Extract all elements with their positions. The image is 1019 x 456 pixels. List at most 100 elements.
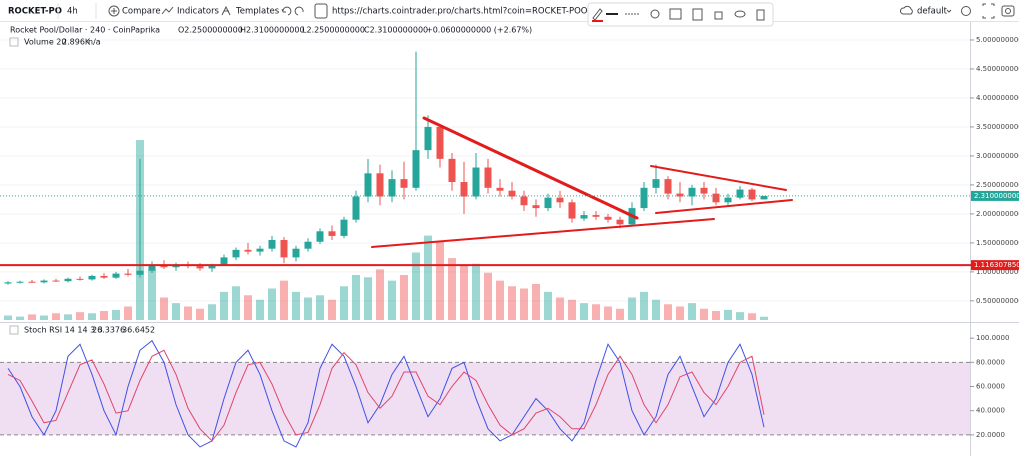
candle-body xyxy=(400,179,408,188)
volume-bar xyxy=(748,313,756,320)
candle-body xyxy=(688,187,696,197)
layout-name[interactable]: default xyxy=(917,7,948,17)
drawing-toolbar xyxy=(587,2,774,27)
stoch-name: Stoch RSI 14 14 3 3 xyxy=(24,326,103,335)
undo-button[interactable] xyxy=(281,6,292,16)
volume-bar xyxy=(148,269,156,320)
candle-body xyxy=(64,278,72,282)
candle-body xyxy=(676,193,684,197)
candle-body xyxy=(292,248,300,258)
candle-body xyxy=(280,239,288,258)
candle-body xyxy=(232,249,240,258)
cloud-icon[interactable] xyxy=(899,5,913,15)
visibility-button[interactable] xyxy=(669,8,682,20)
candle-body xyxy=(544,197,552,209)
settings-button[interactable] xyxy=(650,9,660,19)
candle-body xyxy=(472,167,480,197)
volume-bar xyxy=(40,315,48,320)
last-price-bg xyxy=(971,190,1019,201)
overlay: 1.1163078500 2.3100000000 xyxy=(0,190,1019,271)
volume-bar xyxy=(160,297,168,320)
indicators-button[interactable]: Indicators xyxy=(177,7,220,17)
series-title: Rocket Pool/Dollar · 240 · CoinPaprika xyxy=(10,26,160,35)
stoch-k-value: 26.3376 xyxy=(92,326,125,335)
templates-icon[interactable] xyxy=(221,5,231,16)
volume-bar xyxy=(88,313,96,320)
stoch-line xyxy=(7,339,765,448)
fullscreen-button[interactable] xyxy=(982,3,995,19)
delete-button[interactable] xyxy=(756,9,765,21)
top-toolbar: ROCKET-PO 4h Compare Indicators Template… xyxy=(0,3,1019,22)
last-price-label: 2.3100000000 xyxy=(974,192,1019,200)
layout-dropdown[interactable] xyxy=(946,9,952,13)
y-tick-label: 40.0000 xyxy=(976,407,1005,415)
volume-bar xyxy=(436,241,444,320)
candle-body xyxy=(556,197,564,203)
redo-button[interactable] xyxy=(294,6,304,16)
volume-bar xyxy=(268,288,276,320)
candle-body xyxy=(376,173,384,197)
candle-body xyxy=(40,280,48,283)
y-tick-label: 4.5000000000 xyxy=(976,65,1019,73)
candle-body xyxy=(616,219,624,225)
volume-ma: n/a xyxy=(88,38,101,47)
compare-icon[interactable] xyxy=(108,5,120,17)
candle-body xyxy=(4,282,12,284)
candle-body xyxy=(112,273,120,278)
clone-button[interactable] xyxy=(692,8,703,21)
trend-line[interactable] xyxy=(655,199,793,214)
snapshot-icon[interactable] xyxy=(314,3,328,19)
volume-bar xyxy=(64,314,72,320)
y-tick-label: 2.5000000000 xyxy=(976,181,1019,189)
volume-bar xyxy=(616,308,624,320)
volume-bar xyxy=(592,304,600,320)
volume-bar xyxy=(580,303,588,320)
volume-bar xyxy=(448,258,456,320)
settings-button[interactable] xyxy=(961,6,971,16)
collapse-button[interactable] xyxy=(9,325,19,335)
interval[interactable]: 4h xyxy=(67,7,78,17)
trend-line[interactable] xyxy=(650,165,787,191)
legend: Rocket Pool/Dollar · 240 · CoinPaprika O… xyxy=(9,26,532,335)
collapse-button[interactable] xyxy=(9,37,19,47)
candle-body xyxy=(316,231,324,242)
candle-body xyxy=(592,215,600,217)
legend-open: O2.2500000000 xyxy=(178,26,243,35)
trend-line[interactable] xyxy=(422,116,639,220)
volume-bar xyxy=(4,315,12,320)
hide-button[interactable] xyxy=(734,10,746,18)
volume-bar xyxy=(304,297,312,320)
line-color-button[interactable] xyxy=(592,8,603,21)
candle-body xyxy=(748,189,756,200)
symbol[interactable]: ROCKET-PO xyxy=(8,7,62,17)
camera-button[interactable] xyxy=(1001,5,1015,17)
candle-body xyxy=(136,270,144,275)
volume-bar xyxy=(484,272,492,320)
templates-button[interactable]: Templates xyxy=(235,7,280,17)
candle-body xyxy=(640,187,648,209)
candle-body xyxy=(148,264,156,271)
trend-line[interactable] xyxy=(371,218,715,248)
y-tick-label: 60.0000 xyxy=(976,383,1005,391)
y-tick-label: 1.5000000000 xyxy=(976,239,1019,247)
indicators-icon[interactable] xyxy=(161,6,174,15)
volume-bar xyxy=(604,306,612,320)
y-tick-label: 20.0000 xyxy=(976,431,1005,439)
y-tick-label: 80.0000 xyxy=(976,358,1005,366)
url[interactable]: https://charts.cointrader.pro/charts.htm… xyxy=(332,7,630,17)
candle-body xyxy=(508,190,516,197)
candle-body xyxy=(16,281,24,283)
price-label-bg xyxy=(971,260,1019,271)
candle-body xyxy=(604,216,612,220)
volume-bar xyxy=(124,306,132,320)
volume-bar xyxy=(28,314,36,320)
candle-body xyxy=(328,231,336,236)
y-tick-label: 100.0000 xyxy=(976,334,1009,342)
candle-body xyxy=(256,248,264,252)
candle-body xyxy=(124,273,132,275)
volume-bar xyxy=(196,308,204,320)
candle-body xyxy=(340,219,348,236)
compare-button[interactable]: Compare xyxy=(122,7,161,17)
lock-button[interactable] xyxy=(714,11,723,20)
